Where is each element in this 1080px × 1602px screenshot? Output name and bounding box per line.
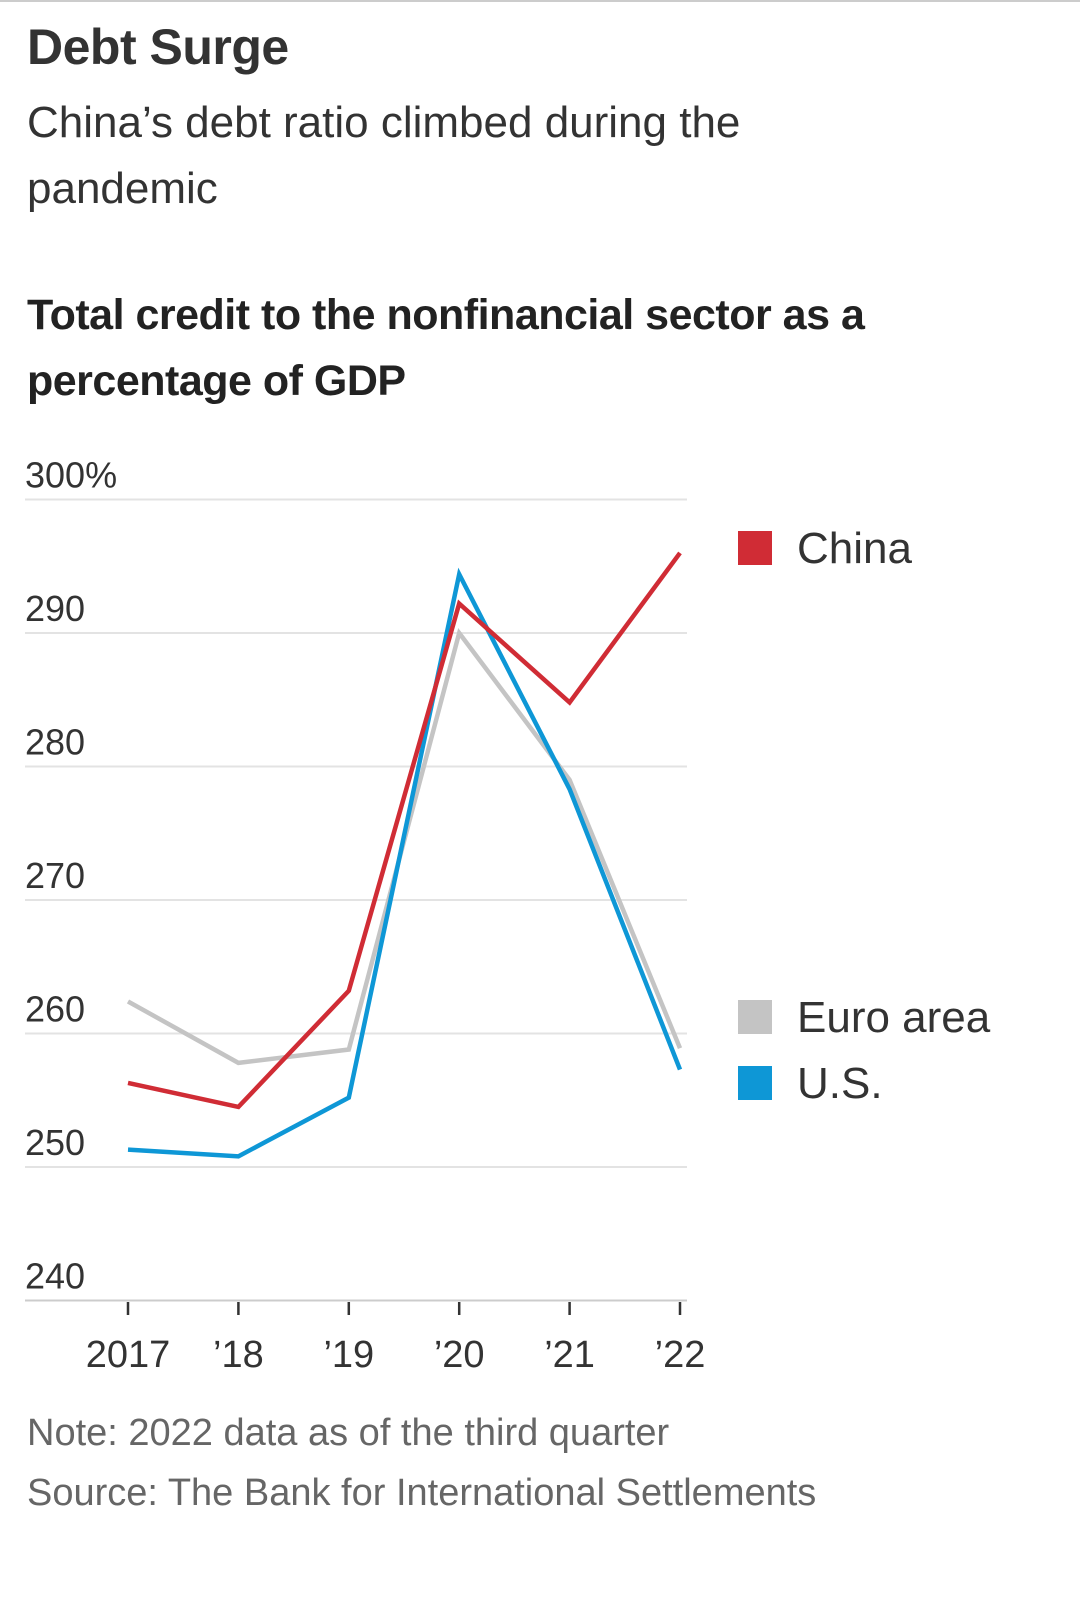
- series-line-u-s-: [127, 567, 683, 1159]
- legend-label: U.S.: [797, 1059, 883, 1108]
- legend-label: China: [797, 524, 912, 573]
- y-tick-label: 250: [25, 1122, 85, 1163]
- chart-note: Note: 2022 data as of the third quarter: [27, 1412, 670, 1454]
- y-tick-label: 270: [25, 855, 85, 896]
- x-tick-label: ’19: [323, 1334, 374, 1376]
- subtitle: China’s debt ratio climbed during the pa…: [27, 98, 741, 213]
- x-tick-label: 2017: [86, 1334, 171, 1376]
- headline: Debt Surge: [27, 19, 289, 75]
- y-tick-label: 290: [25, 588, 85, 629]
- legend-swatch: [738, 1066, 772, 1100]
- y-tick-label: 260: [25, 989, 85, 1030]
- top-divider: [0, 0, 1080, 2]
- x-tick-label: ’20: [434, 1334, 485, 1376]
- legend-swatch: [738, 1000, 772, 1034]
- legend-label: Euro area: [797, 993, 991, 1042]
- chart-title: Total credit to the nonfinancial sector …: [27, 291, 865, 405]
- series-line-euro-area: [126, 627, 683, 1066]
- series-lines: [126, 551, 683, 1159]
- y-tick-label: 300%: [25, 455, 117, 496]
- x-tick-label: ’21: [544, 1334, 595, 1376]
- gridlines: [25, 498, 687, 1302]
- chart-source: Source: The Bank for International Settl…: [27, 1472, 817, 1514]
- x-tick-label: ’18: [213, 1334, 264, 1376]
- legend: China Euro area U.S.: [738, 524, 991, 1108]
- y-tick-label: 280: [25, 722, 85, 763]
- legend-swatch: [738, 531, 772, 565]
- x-tick-label: ’22: [655, 1334, 706, 1376]
- y-axis-labels: 300% 290 280 270 260 250 240: [25, 455, 117, 1297]
- series-line-china: [127, 551, 682, 1110]
- x-axis: 2017 ’18 ’19 ’20 ’21 ’22: [86, 1302, 706, 1376]
- y-tick-label: 240: [25, 1256, 85, 1297]
